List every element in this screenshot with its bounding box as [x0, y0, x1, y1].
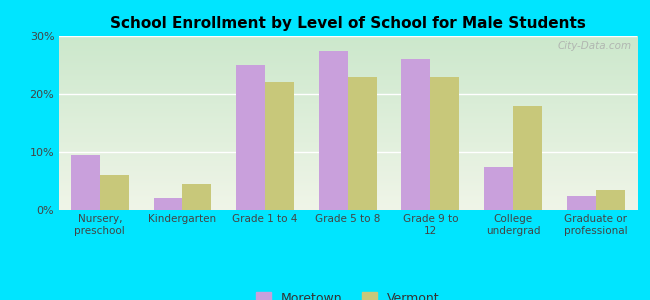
Legend: Moretown, Vermont: Moretown, Vermont	[256, 292, 439, 300]
Title: School Enrollment by Level of School for Male Students: School Enrollment by Level of School for…	[110, 16, 586, 31]
Bar	[595, 190, 625, 210]
Bar	[402, 59, 430, 210]
Bar	[265, 82, 294, 210]
Bar	[348, 76, 377, 210]
Bar	[430, 76, 460, 210]
Bar	[484, 167, 513, 210]
Bar	[318, 50, 348, 210]
Bar	[513, 106, 542, 210]
Bar	[567, 196, 595, 210]
Bar	[153, 198, 183, 210]
Bar	[236, 65, 265, 210]
Bar	[183, 184, 211, 210]
Bar	[71, 155, 100, 210]
Text: City-Data.com: City-Data.com	[557, 41, 631, 51]
Bar	[100, 175, 129, 210]
